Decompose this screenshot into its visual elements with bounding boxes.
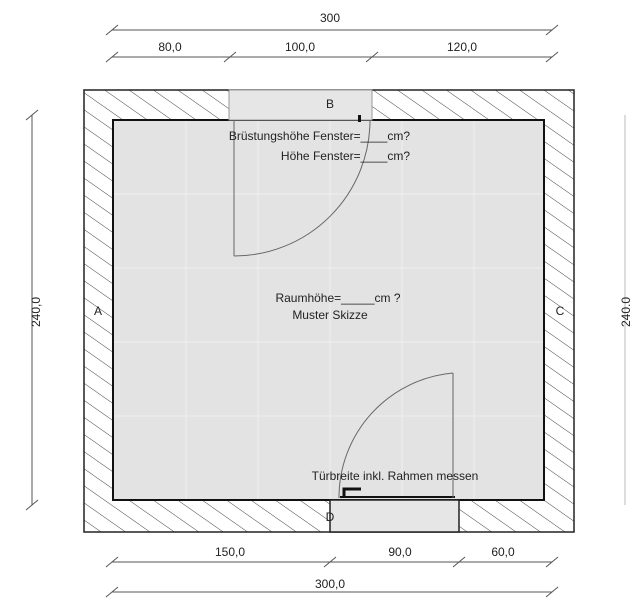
left-height-label: 240,0 [29,297,43,327]
bottom-segment-3: 60,0 [491,545,515,559]
door-frame-mark [342,487,361,498]
room-floor [112,119,545,501]
bottom-segment-2: 90,0 [388,545,412,559]
window-swing [233,119,371,257]
wall-label-d: D [326,510,335,524]
bottom-segment-1: 150,0 [215,545,245,559]
top-segment-3: 120,0 [447,40,477,54]
door-opening-d [329,499,460,533]
left-dimension: 240,0 [25,109,43,511]
window-marker [358,115,361,122]
bottom-dimension-total: 300,0 [105,577,559,598]
door-width-note: Türbreite inkl. Rahmen messen [312,469,479,483]
top-dimension-segments: 80,0 100,0 120,0 [105,40,559,63]
bottom-total-label: 300,0 [315,577,345,591]
top-total-label: 300 [320,11,340,25]
right-height-label: 240,0 [619,297,630,327]
door-swing [338,372,454,499]
top-segment-1: 80,0 [158,40,182,54]
room-height-note: Raumhöhe=_____cm ? [275,291,400,305]
window-sill-height-note: Brüstungshöhe Fenster=____cm? [229,129,410,143]
top-dimension-total: 300 [105,11,559,36]
right-dimension: 240,0 [619,115,630,505]
wall-label-a: A [94,304,102,318]
wall-label-b: B [326,97,334,111]
window-opening-b [228,89,373,121]
top-segment-2: 100,0 [285,40,315,54]
window-height-note: Höhe Fenster=____cm? [281,149,410,163]
bottom-dimension-segments: 150,0 90,0 60,0 [105,545,559,568]
wall-label-c: C [556,304,565,318]
sample-sketch-note: Muster Skizze [292,308,368,322]
floor-grid [114,121,543,499]
